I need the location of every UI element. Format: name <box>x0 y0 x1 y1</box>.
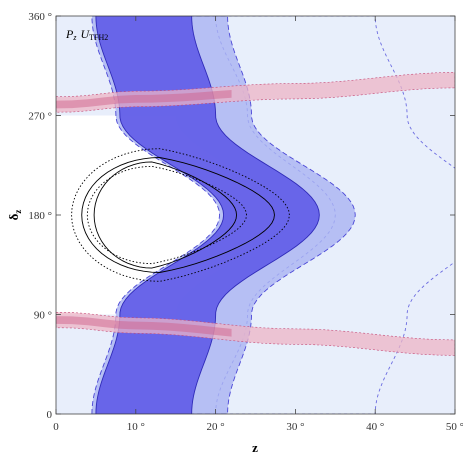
y-axis-label-sub: z <box>13 210 23 214</box>
ellipse-contours <box>71 148 290 282</box>
y-axis-label-main: δ <box>6 213 21 220</box>
x-tick-label: 30 ° <box>286 421 304 433</box>
top-pink-band <box>56 72 455 113</box>
y-tick-label: 180 ° <box>28 210 52 222</box>
contour-outer-solid <box>81 157 275 273</box>
y-tick-label: 0 <box>47 409 53 421</box>
y-tick-label: 90 ° <box>34 310 52 322</box>
axis-ticks: 0 10 ° 20 ° 30 ° 40 ° 50 ° 0 90 ° 180 ° 270 ° 360 … <box>28 11 463 433</box>
x-tick-label: 20 ° <box>207 421 225 433</box>
y-axis-label: δz <box>6 210 23 221</box>
bottom-pink-band <box>56 311 455 356</box>
panel-label: Pz UTFH2 <box>65 27 108 42</box>
x-tick-label: 40 ° <box>366 421 384 433</box>
bottom-pink-band-core <box>56 316 232 337</box>
y-tick-label: 270 ° <box>28 111 52 123</box>
x-axis-label: z <box>252 440 258 455</box>
x-tick-label: 50 ° <box>446 421 463 433</box>
y-axis-label-group: δz <box>6 210 23 221</box>
x-tick-label: 10 ° <box>127 421 145 433</box>
panel-label-model: U <box>80 27 90 41</box>
panel-label-model-sub: TFH2 <box>89 33 108 42</box>
x-tick-label: 0 <box>53 421 59 433</box>
top-pink-band-core <box>56 89 232 109</box>
contour-inner-solid <box>93 161 238 269</box>
y-tick-label: 360 ° <box>28 11 52 23</box>
contour-regions <box>56 16 455 414</box>
panel-label-main-sub: z <box>72 33 77 42</box>
contour-inner-dotted <box>86 165 247 265</box>
panel-label-main: P <box>65 27 74 41</box>
dark-blue-band <box>95 16 320 414</box>
contour-outer-dotted <box>71 148 290 282</box>
